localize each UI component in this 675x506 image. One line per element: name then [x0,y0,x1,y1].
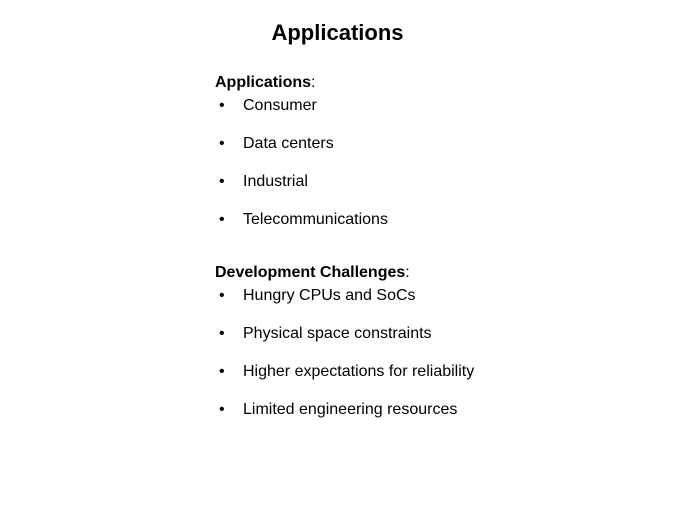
slide: Applications Applications: Consumer Data… [0,0,675,506]
applications-heading: Applications: [215,74,635,92]
list-item: Higher expectations for reliability [215,362,635,382]
challenges-list: Hungry CPUs and SoCs Physical space cons… [215,286,635,420]
list-item: Industrial [215,172,635,192]
slide-title: Applications [0,20,675,46]
applications-heading-suffix: : [311,74,315,91]
list-item: Data centers [215,134,635,154]
applications-list: Consumer Data centers Industrial Telecom… [215,96,635,230]
challenges-heading-suffix: : [405,264,409,281]
list-item: Hungry CPUs and SoCs [215,286,635,306]
list-item: Limited engineering resources [215,400,635,420]
list-item: Physical space constraints [215,324,635,344]
slide-content: Applications: Consumer Data centers Indu… [0,74,675,420]
list-item: Consumer [215,96,635,116]
applications-heading-bold: Applications [215,74,311,91]
challenges-heading-bold: Development Challenges [215,264,405,281]
list-item: Telecommunications [215,210,635,230]
challenges-section: Development Challenges: Hungry CPUs and … [215,264,635,420]
applications-section: Applications: Consumer Data centers Indu… [215,74,635,230]
challenges-heading: Development Challenges: [215,264,635,282]
